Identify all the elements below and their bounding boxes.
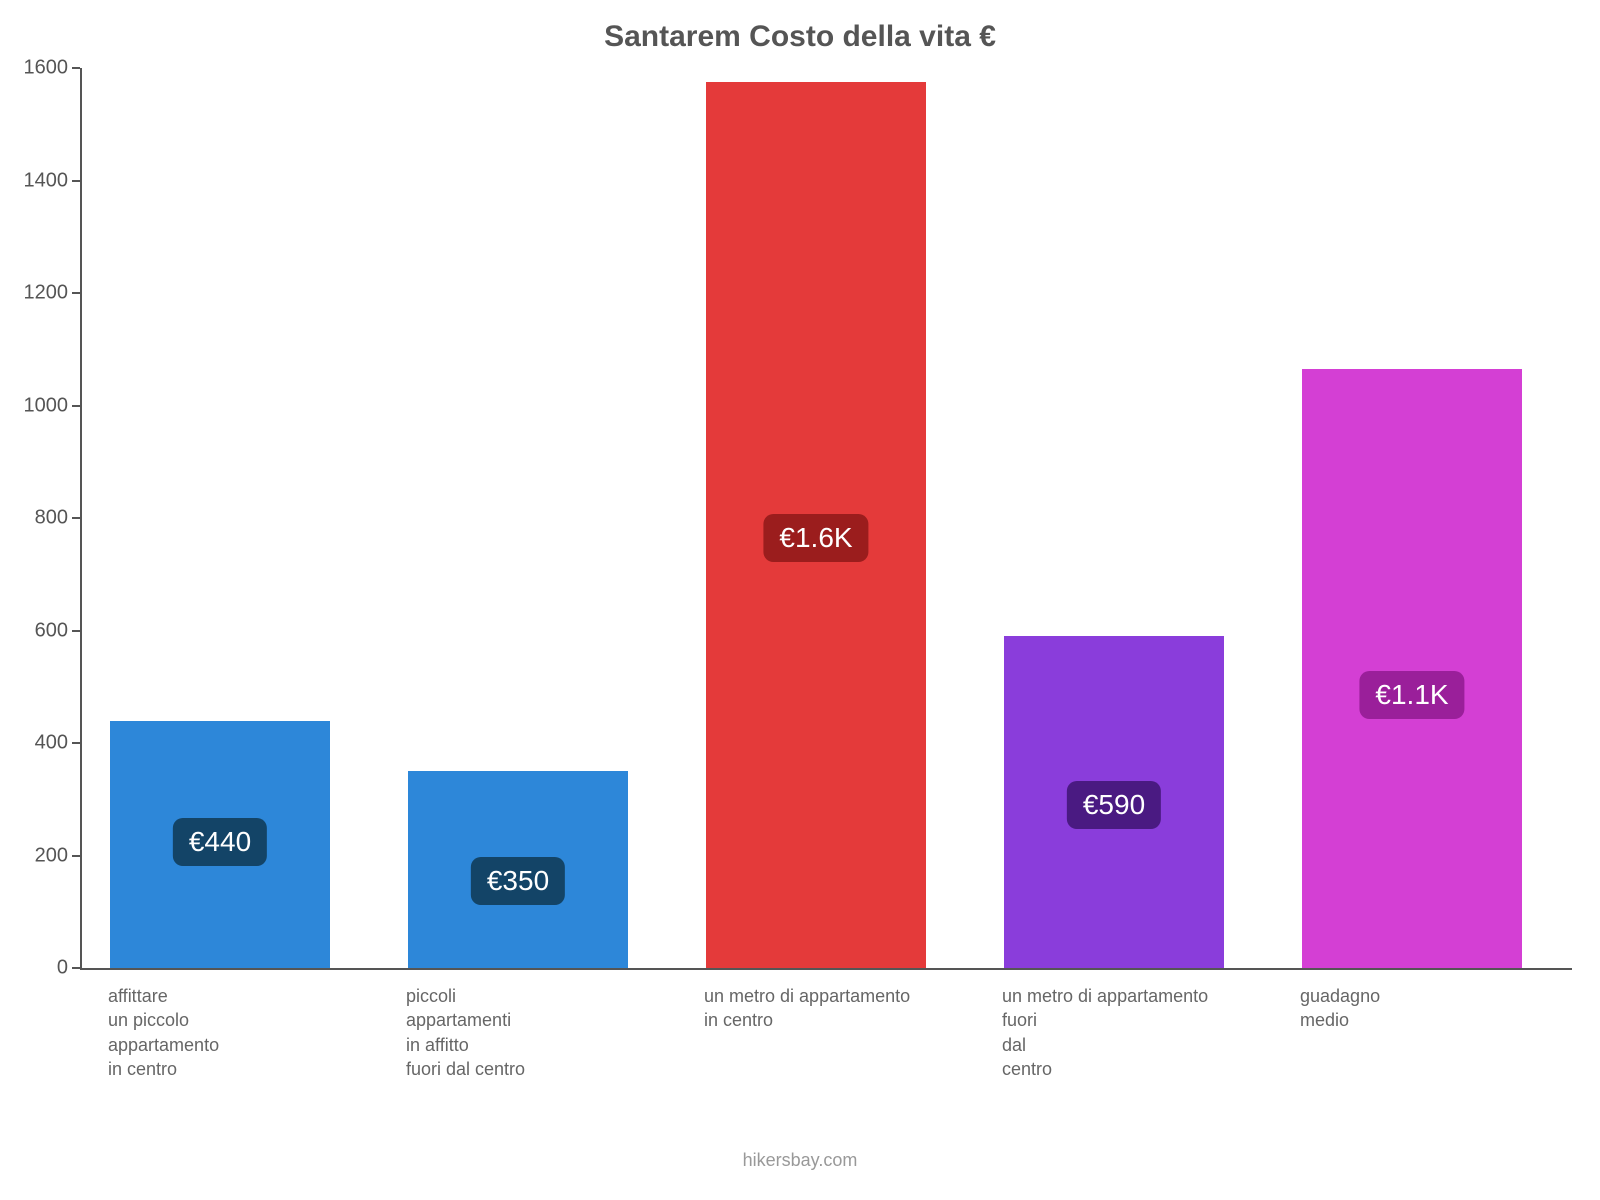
chart-container: Santarem Costo della vita € €440 €350 €1.6… [0, 0, 1600, 1200]
y-tick-mark [72, 67, 80, 69]
x-category-label: piccoli appartamenti in affitto fuori da… [406, 984, 525, 1081]
x-category-label: un metro di appartamento in centro [704, 984, 910, 1033]
value-badge: €350 [471, 857, 565, 905]
value-badge: €590 [1067, 781, 1161, 829]
y-tick-label: 1000 [24, 394, 69, 417]
y-tick-mark [72, 292, 80, 294]
y-tick-label: 0 [57, 957, 68, 980]
y-tick-label: 800 [35, 507, 68, 530]
value-badge: €1.6K [763, 514, 868, 562]
y-tick-mark [72, 405, 80, 407]
x-category-label: guadagno medio [1300, 984, 1380, 1033]
y-tick-label: 1200 [24, 282, 69, 305]
y-tick-label: 600 [35, 619, 68, 642]
y-tick-mark [72, 517, 80, 519]
attribution-text: hikersbay.com [0, 1150, 1600, 1171]
plot-area: €440 €350 €1.6K €590 €1.1K [80, 68, 1572, 970]
x-category-label: affittare un piccolo appartamento in cen… [108, 984, 219, 1081]
bar [1302, 369, 1522, 968]
y-tick-mark [72, 855, 80, 857]
y-tick-label: 200 [35, 844, 68, 867]
y-tick-label: 1400 [24, 169, 69, 192]
y-tick-label: 400 [35, 732, 68, 755]
y-tick-mark [72, 630, 80, 632]
y-tick-label: 1600 [24, 57, 69, 80]
y-tick-mark [72, 742, 80, 744]
chart-title: Santarem Costo della vita € [0, 20, 1600, 54]
y-tick-mark [72, 180, 80, 182]
value-badge: €1.1K [1359, 671, 1464, 719]
value-badge: €440 [173, 818, 267, 866]
x-category-label: un metro di appartamento fuori dal centr… [1002, 984, 1208, 1081]
y-tick-mark [72, 967, 80, 969]
